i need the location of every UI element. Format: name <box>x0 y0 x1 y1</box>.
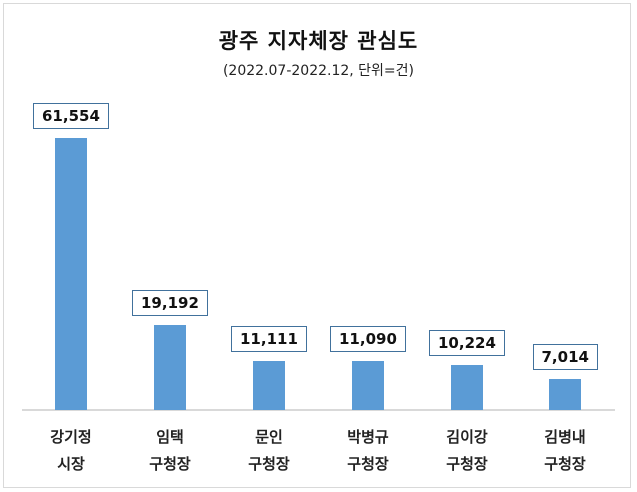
chart-frame <box>3 3 631 488</box>
x-axis-line <box>22 409 615 411</box>
x-tick-label-line: 김병내 <box>544 428 586 446</box>
x-tick-label-line: 임택 <box>156 428 184 446</box>
bar <box>154 325 186 410</box>
data-label: 7,014 <box>532 344 598 370</box>
bar <box>451 365 483 410</box>
bar <box>549 379 581 410</box>
bar <box>253 361 285 410</box>
bar <box>352 361 384 410</box>
x-tick-label-line: 구청장 <box>544 455 586 473</box>
x-tick-label-line: 구청장 <box>149 455 191 473</box>
x-tick-label-line: 구청장 <box>347 455 389 473</box>
x-tick-label-line: 박병규 <box>347 428 389 446</box>
data-label: 11,111 <box>231 326 307 352</box>
bar <box>55 138 87 410</box>
chart-title: 광주 지자체장 관심도 <box>218 29 419 53</box>
data-label: 61,554 <box>33 103 109 129</box>
x-tick-label-line: 김이강 <box>446 428 488 446</box>
x-tick-label-line: 구청장 <box>248 455 290 473</box>
data-label: 19,192 <box>132 290 208 316</box>
x-tick-label-line: 문인 <box>255 428 283 446</box>
x-tick-label-line: 시장 <box>57 455 85 473</box>
data-label: 10,224 <box>429 330 505 356</box>
x-tick-label-line: 구청장 <box>446 455 488 473</box>
chart-subtitle: (2022.07-2022.12, 단위=건) <box>222 63 415 79</box>
x-tick-label-line: 강기정 <box>50 428 92 446</box>
data-label: 11,090 <box>330 326 406 352</box>
